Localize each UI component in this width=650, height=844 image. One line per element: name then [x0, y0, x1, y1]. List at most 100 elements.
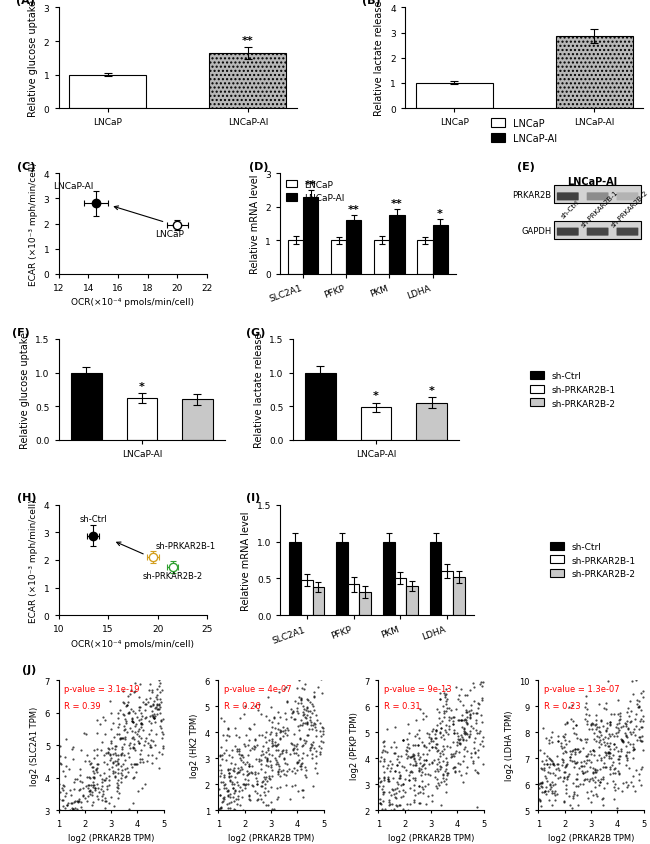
Point [638, 744, 649, 757]
Point [56, 757, 66, 771]
Point [409, 795, 419, 809]
Point [217, 749, 228, 762]
Point [243, 767, 254, 781]
Point [583, 747, 593, 760]
Point [541, 781, 551, 794]
Point [619, 717, 630, 730]
Point [580, 749, 591, 763]
Point [316, 734, 326, 748]
Point [136, 717, 146, 730]
Point [470, 764, 480, 777]
Point [264, 771, 274, 785]
Point [394, 816, 404, 830]
Point [623, 778, 634, 792]
Point [540, 785, 550, 798]
Point [116, 775, 126, 788]
Point [611, 726, 621, 739]
Point [105, 753, 116, 766]
Point [440, 697, 450, 711]
Point [476, 694, 487, 707]
Point [560, 759, 571, 772]
Point [545, 816, 556, 830]
Point [441, 705, 452, 718]
Point [215, 759, 226, 772]
Point [383, 816, 393, 830]
Point [439, 723, 450, 737]
Point [247, 778, 257, 792]
Point [147, 757, 157, 771]
Point [408, 749, 419, 762]
Point [628, 752, 638, 766]
Point [82, 812, 92, 825]
Point [571, 743, 582, 756]
Point [454, 738, 465, 751]
Point [432, 762, 443, 776]
Point [240, 772, 250, 786]
Point [298, 738, 308, 752]
Point [124, 803, 134, 816]
Point [576, 755, 586, 769]
Text: R = 0.39: R = 0.39 [64, 701, 100, 711]
Point [53, 793, 64, 806]
Point [439, 774, 450, 787]
Point [398, 777, 408, 791]
Point [635, 715, 645, 728]
Point [569, 810, 580, 824]
Point [315, 748, 325, 761]
Point [632, 733, 643, 747]
Point [62, 798, 73, 812]
Point [104, 743, 114, 756]
Point [291, 682, 302, 695]
Point [240, 739, 251, 753]
Point [604, 717, 615, 731]
Point [68, 803, 79, 817]
Point [426, 724, 437, 738]
Point [106, 737, 116, 750]
Point [614, 706, 625, 720]
Point [445, 740, 455, 754]
Point [96, 790, 107, 803]
Point [131, 757, 142, 771]
Point [58, 818, 68, 831]
Point [546, 781, 556, 794]
Point [422, 777, 433, 791]
Point [115, 731, 125, 744]
Point [401, 747, 411, 760]
Point [465, 707, 475, 721]
Point [380, 816, 391, 830]
Point [99, 773, 109, 787]
Point [307, 738, 317, 752]
Point [301, 763, 311, 776]
Point [220, 810, 230, 824]
Point [598, 771, 608, 784]
Point [566, 816, 577, 830]
Point [376, 745, 387, 759]
Point [534, 793, 545, 806]
Point [70, 782, 80, 795]
Point [309, 741, 319, 755]
Point [107, 756, 118, 770]
Point [592, 729, 603, 743]
Point [460, 713, 471, 727]
Point [100, 773, 110, 787]
Point [233, 766, 243, 779]
Y-axis label: Relative mRNA level: Relative mRNA level [241, 511, 252, 610]
Point [245, 722, 255, 736]
Point [625, 776, 636, 789]
Point [610, 777, 620, 791]
Point [264, 733, 274, 747]
Bar [313, 587, 324, 615]
Point [96, 744, 106, 757]
Point [542, 757, 552, 771]
Point [535, 807, 545, 820]
Point [227, 782, 238, 795]
Point [447, 749, 457, 763]
Point [84, 771, 94, 784]
Point [252, 774, 263, 787]
Point [421, 753, 432, 766]
Point [243, 758, 254, 771]
Point [547, 735, 557, 749]
Point [83, 785, 94, 798]
Point [601, 696, 612, 710]
Point [378, 816, 389, 830]
